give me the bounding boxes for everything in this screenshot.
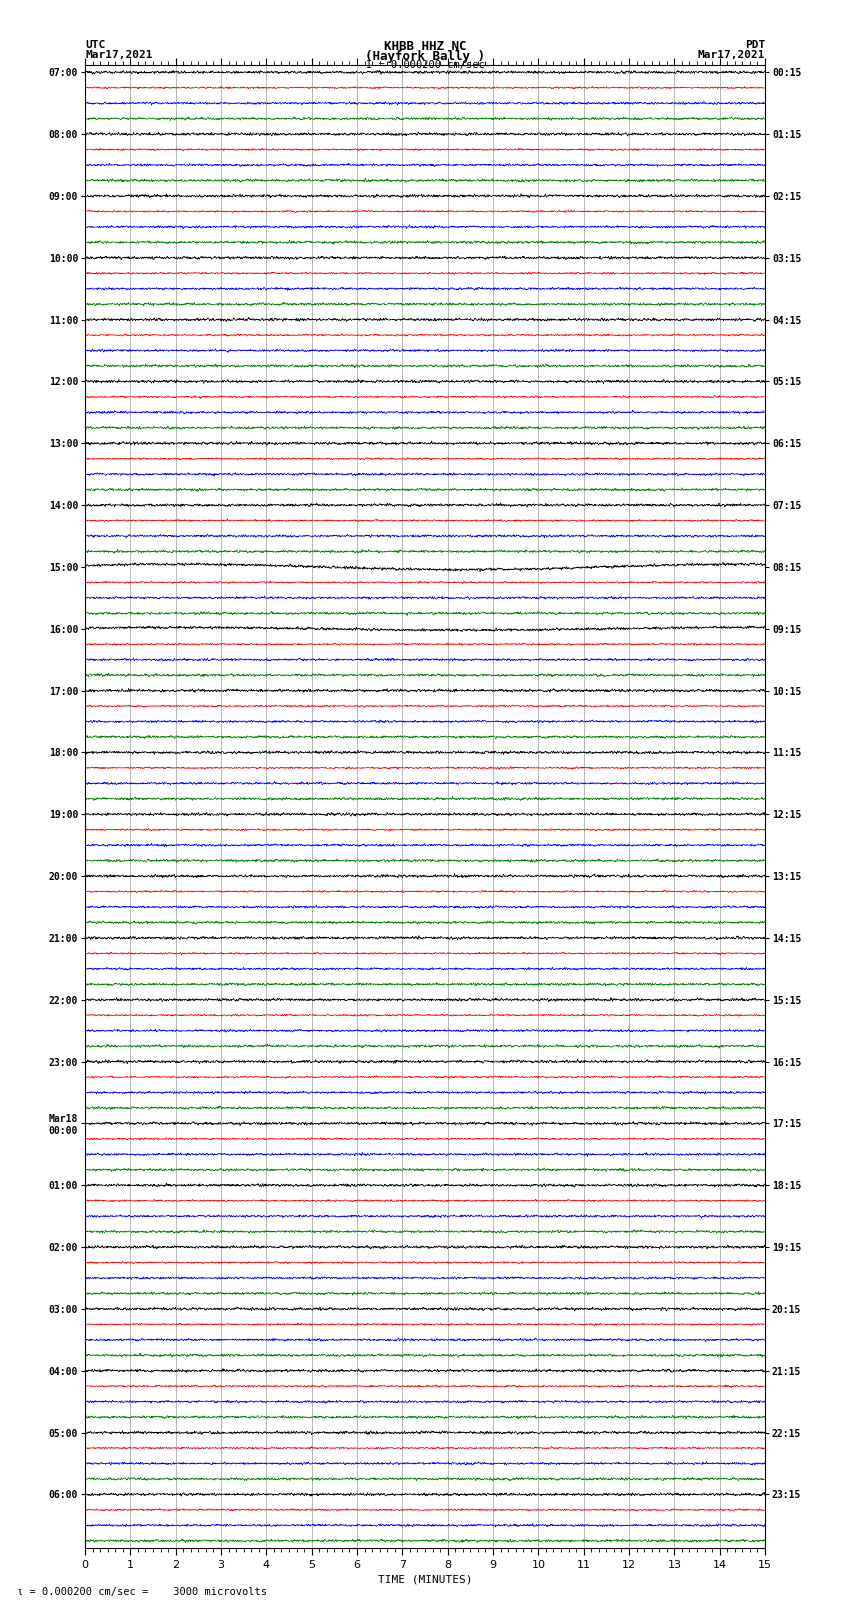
Text: KHBB HHZ NC: KHBB HHZ NC — [383, 40, 467, 53]
Text: Mar17,2021: Mar17,2021 — [698, 50, 765, 60]
Text: (Hayfork Bally ): (Hayfork Bally ) — [365, 50, 485, 63]
Text: I = 0.000200 cm/sec: I = 0.000200 cm/sec — [366, 60, 484, 69]
Text: ι = 0.000200 cm/sec =    3000 microvolts: ι = 0.000200 cm/sec = 3000 microvolts — [17, 1587, 267, 1597]
Text: Mar17,2021: Mar17,2021 — [85, 50, 152, 60]
Text: UTC: UTC — [85, 40, 105, 50]
X-axis label: TIME (MINUTES): TIME (MINUTES) — [377, 1574, 473, 1584]
Text: PDT: PDT — [745, 40, 765, 50]
